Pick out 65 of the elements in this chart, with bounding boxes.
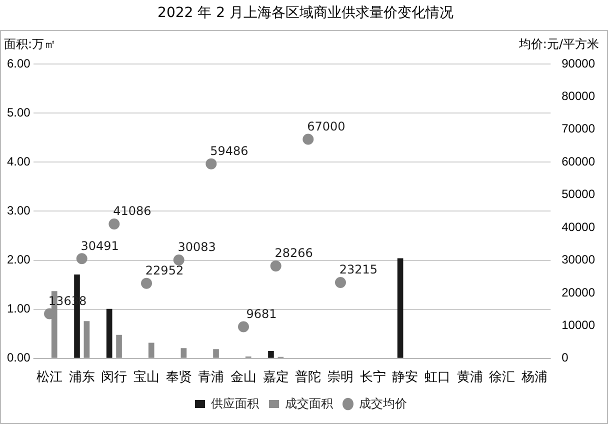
data-label: 41086 xyxy=(113,204,152,218)
y2-tick-label: 0 xyxy=(562,350,569,365)
data-label: 67000 xyxy=(307,119,346,134)
point xyxy=(270,260,282,272)
point xyxy=(108,218,120,230)
legend-label: 成交面积 xyxy=(285,396,333,410)
data-label: 23215 xyxy=(339,262,378,277)
bar xyxy=(106,308,112,358)
y-tick-label: 4.00 xyxy=(6,154,31,168)
x-tick-label: 虹口 xyxy=(424,368,450,384)
y2-axis-title: 均价:元/平方米 xyxy=(518,36,599,53)
y-tick-label: 1.00 xyxy=(6,302,31,316)
bar xyxy=(268,351,274,358)
legend-label: 成交均价 xyxy=(359,396,407,410)
x-tick-label: 普陀 xyxy=(295,368,322,384)
x-tick-label: 浦东 xyxy=(68,368,95,384)
y2-tick-label: 70000 xyxy=(562,122,596,136)
y-tick-label: 2.00 xyxy=(6,252,31,267)
data-label: 30491 xyxy=(80,238,119,253)
y2-tick-label: 50000 xyxy=(562,187,596,202)
x-tick-label: 崇明 xyxy=(327,368,354,384)
y2-tick-label: 90000 xyxy=(562,56,596,70)
x-tick-label: 金山 xyxy=(230,368,256,384)
y-tick-label: 3.00 xyxy=(6,204,31,218)
bar xyxy=(213,349,219,358)
x-tick-label: 黄浦 xyxy=(456,368,483,384)
x-tick-label: 嘉定 xyxy=(262,368,289,384)
data-label: 30083 xyxy=(178,240,216,254)
y-tick-label: 0.00 xyxy=(6,350,31,365)
x-tick-label: 闵行 xyxy=(101,368,128,384)
data-label: 28266 xyxy=(274,246,313,260)
bar xyxy=(148,342,154,358)
point xyxy=(334,276,346,288)
x-tick-label: 杨浦 xyxy=(520,368,548,384)
x-tick-label: 徐汇 xyxy=(489,368,516,384)
bar xyxy=(84,321,90,358)
point xyxy=(302,134,314,145)
bar xyxy=(116,334,122,358)
bar xyxy=(180,348,187,358)
y2-tick-label: 30000 xyxy=(562,252,596,267)
point xyxy=(76,253,88,264)
point xyxy=(238,321,249,332)
y2-tick-label: 10000 xyxy=(562,318,596,332)
point xyxy=(206,158,217,170)
x-tick-label: 长宁 xyxy=(360,368,386,384)
x-tick-label: 青浦 xyxy=(198,368,224,384)
x-tick-label: 奉贤 xyxy=(166,368,192,384)
chart-title: 2022 年 2 月上海各区域商业供求量价变化情况 xyxy=(156,4,454,22)
point xyxy=(173,254,184,266)
y-tick-label: 5.00 xyxy=(6,105,31,120)
y2-tick-label: 80000 xyxy=(562,89,596,104)
point xyxy=(141,278,152,289)
y-tick-label: 6.00 xyxy=(6,56,31,70)
x-tick-label: 松江 xyxy=(36,368,63,384)
y2-tick-label: 40000 xyxy=(562,220,596,234)
x-tick-label: 宝山 xyxy=(134,368,160,384)
data-label: 59486 xyxy=(210,144,248,158)
x-tick-label: 静安 xyxy=(392,368,418,384)
legend-label: 供应面积 xyxy=(211,396,259,410)
data-label: 9681 xyxy=(246,306,277,321)
y2-tick-label: 60000 xyxy=(562,154,596,168)
y-axis-title: 面积:万㎡ xyxy=(4,36,56,53)
bar xyxy=(397,258,404,358)
data-label: 22952 xyxy=(145,263,184,278)
y2-tick-label: 20000 xyxy=(562,285,596,300)
